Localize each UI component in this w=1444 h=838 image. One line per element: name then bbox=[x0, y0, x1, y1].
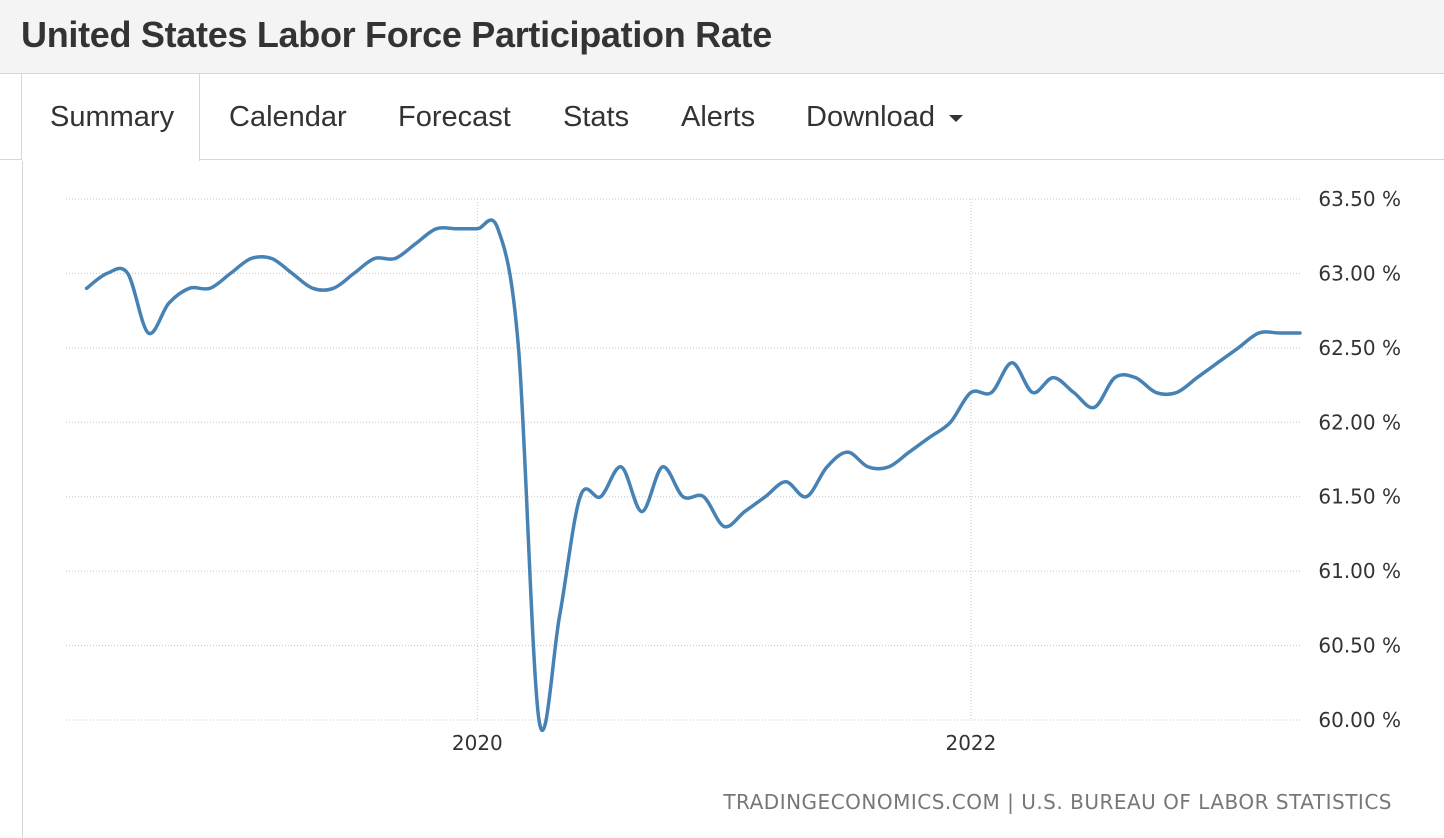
tab-bar-left-edge bbox=[0, 74, 22, 160]
series-line bbox=[84, 218, 1302, 733]
tab-alerts[interactable]: Alerts bbox=[681, 74, 755, 160]
y-tick-label: 62.00 % bbox=[1318, 410, 1401, 434]
y-tick-label: 61.50 % bbox=[1318, 485, 1401, 509]
tab-summary-label: Summary bbox=[50, 101, 175, 133]
chart-source: TRADINGECONOMICS.COM | U.S. BUREAU OF LA… bbox=[723, 790, 1392, 814]
x-tick-label: 2022 bbox=[945, 731, 996, 755]
y-tick-label: 63.50 % bbox=[1318, 187, 1401, 211]
tab-calendar-label: Calendar bbox=[229, 101, 347, 133]
tab-alerts-label: Alerts bbox=[681, 101, 756, 133]
tab-forecast-label: Forecast bbox=[398, 101, 511, 133]
tab-stats[interactable]: Stats bbox=[563, 74, 629, 160]
series-layer bbox=[84, 218, 1302, 733]
chevron-down-icon bbox=[948, 114, 963, 122]
y-tick-label: 62.50 % bbox=[1318, 336, 1401, 360]
tab-download-label: Download bbox=[806, 101, 935, 133]
y-tick-label: 63.00 % bbox=[1318, 261, 1401, 285]
tab-bar bbox=[0, 74, 1444, 160]
x-tick-label: 2020 bbox=[452, 731, 503, 755]
grid-layer bbox=[66, 198, 1300, 721]
y-tick-label: 61.00 % bbox=[1318, 559, 1401, 583]
tab-summary[interactable]: Summary bbox=[22, 74, 200, 161]
x-axis-ticks: 2020 2022 bbox=[452, 731, 997, 755]
y-axis-ticks: 60.00 % 60.50 % 61.00 % 61.50 % 62.00 % 62.50… bbox=[1318, 187, 1401, 732]
chart-area bbox=[22, 160, 1444, 838]
tab-bar-divider bbox=[0, 159, 1444, 160]
y-tick-label: 60.00 % bbox=[1318, 708, 1401, 732]
tab-calendar[interactable]: Calendar bbox=[229, 74, 347, 160]
tab-download[interactable]: Download bbox=[806, 74, 963, 160]
page-header: United States Labor Force Participation … bbox=[0, 0, 1444, 74]
tab-forecast[interactable]: Forecast bbox=[398, 74, 511, 160]
tab-stats-label: Stats bbox=[563, 101, 630, 133]
page-title: United States Labor Force Participation … bbox=[21, 14, 772, 55]
y-tick-label: 60.50 % bbox=[1318, 634, 1401, 658]
